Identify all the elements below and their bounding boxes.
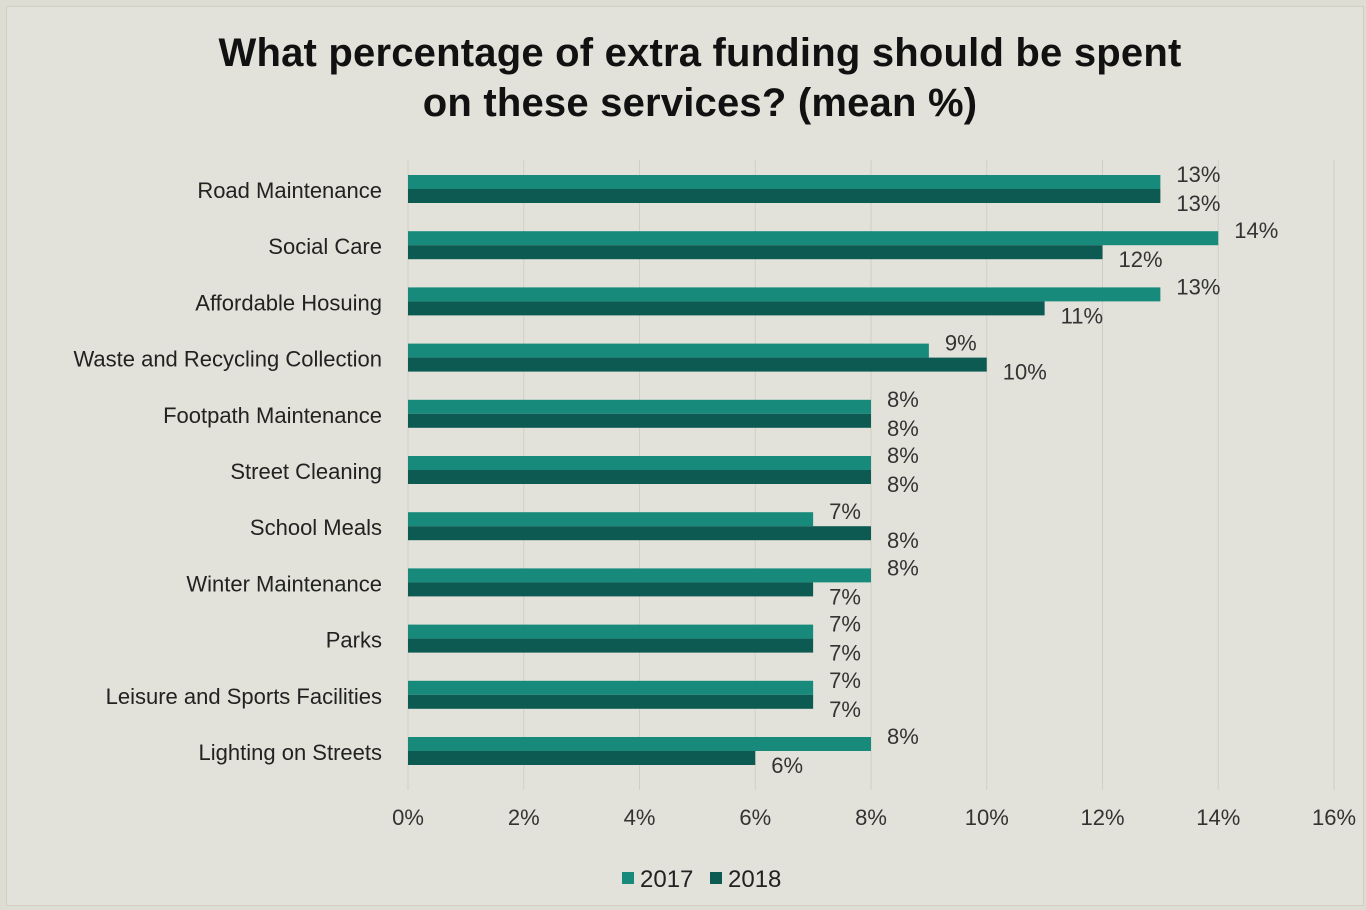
data-label-2018: 13% (1176, 191, 1220, 216)
category-labels: Road Maintenance Social Care Affordable Ho… (73, 178, 382, 765)
data-label-2017: 8% (887, 724, 919, 749)
category-label: Parks (326, 628, 382, 653)
x-tick-label: 0% (392, 805, 424, 830)
bar-2018 (408, 245, 1103, 260)
x-tick-label: 14% (1196, 805, 1240, 830)
x-tick-label: 2% (508, 805, 540, 830)
category-label: School Meals (250, 515, 382, 540)
bar-2018 (408, 189, 1161, 203)
data-label-2017: 8% (887, 387, 919, 412)
data-label-2018: 12% (1119, 247, 1163, 272)
data-label-2017: 8% (887, 555, 919, 580)
x-tick-label: 10% (965, 805, 1009, 830)
bar-2017 (408, 175, 1161, 189)
category-label: Street Cleaning (230, 459, 382, 484)
chart-title-line-1: What percentage of extra funding should … (218, 31, 1182, 75)
bar-2017 (408, 680, 814, 695)
data-label-2018: 7% (829, 641, 861, 666)
bar-2018 (408, 638, 814, 653)
data-label-2018: 6% (771, 753, 803, 778)
bar-2017 (408, 624, 814, 639)
category-label: Lighting on Streets (199, 740, 382, 765)
data-label-2018: 8% (887, 416, 919, 441)
x-tick-label: 12% (1080, 805, 1124, 830)
chart-title-line-2: on these services? (mean %) (422, 81, 978, 125)
category-label: Winter Maintenance (186, 571, 382, 596)
data-label-2018: 10% (1003, 360, 1047, 385)
bar-2018 (408, 301, 1045, 316)
data-label-2018: 8% (887, 528, 919, 553)
x-tick-labels: 0% 2% 4% 6% 8% 10% 12% 14% 16% (392, 805, 1356, 830)
category-label: Road Maintenance (197, 178, 382, 203)
bar-2018 (408, 470, 871, 484)
bar-2017 (408, 456, 871, 470)
x-tick-label: 16% (1312, 805, 1356, 830)
category-label: Waste and Recycling Collection (73, 347, 382, 372)
x-tick-label: 6% (739, 805, 771, 830)
legend-swatch-2017 (622, 872, 634, 884)
category-label: Leisure and Sports Facilities (106, 684, 382, 709)
data-label-2017: 13% (1176, 162, 1220, 187)
data-label-2017: 9% (945, 331, 977, 356)
bar-2017 (408, 512, 814, 527)
data-label-2017: 7% (829, 668, 861, 693)
data-label-2018: 7% (829, 584, 861, 609)
data-label-2017: 7% (829, 612, 861, 637)
data-label-2017: 8% (887, 443, 919, 468)
data-label-2017: 14% (1234, 218, 1278, 243)
bar-2017 (408, 737, 871, 751)
bar-2018 (408, 751, 756, 765)
bar-2018 (408, 694, 814, 709)
data-label-2018: 11% (1061, 303, 1103, 328)
data-labels: 13%13%14%12%13%11%9%10%8%8%8%8%7%8%8%7%7… (771, 162, 1278, 778)
bar-2018 (408, 526, 871, 541)
data-label-2017: 13% (1176, 274, 1220, 299)
category-label: Social Care (268, 234, 382, 259)
bar-2017 (408, 568, 871, 583)
data-label-2018: 7% (829, 697, 861, 722)
bar-2017 (408, 343, 929, 358)
bar-2018 (408, 413, 871, 428)
bar-2017 (408, 231, 1219, 246)
chart-title: What percentage of extra funding should … (0, 28, 1366, 128)
bars (408, 175, 1219, 765)
legend: 2017 2018 (622, 866, 781, 893)
legend-label-2018: 2018 (728, 866, 781, 893)
category-label: Affordable Hosuing (195, 290, 382, 315)
bar-2018 (408, 357, 987, 372)
legend-label-2017: 2017 (640, 866, 693, 893)
bar-2018 (408, 582, 814, 597)
x-tick-label: 4% (624, 805, 656, 830)
bar-2017 (408, 287, 1161, 302)
bar-2017 (408, 399, 871, 414)
data-label-2018: 8% (887, 472, 919, 497)
data-label-2017: 7% (829, 499, 861, 524)
category-label: Footpath Maintenance (163, 403, 382, 428)
x-tick-label: 8% (855, 805, 887, 830)
legend-swatch-2018 (710, 872, 722, 884)
